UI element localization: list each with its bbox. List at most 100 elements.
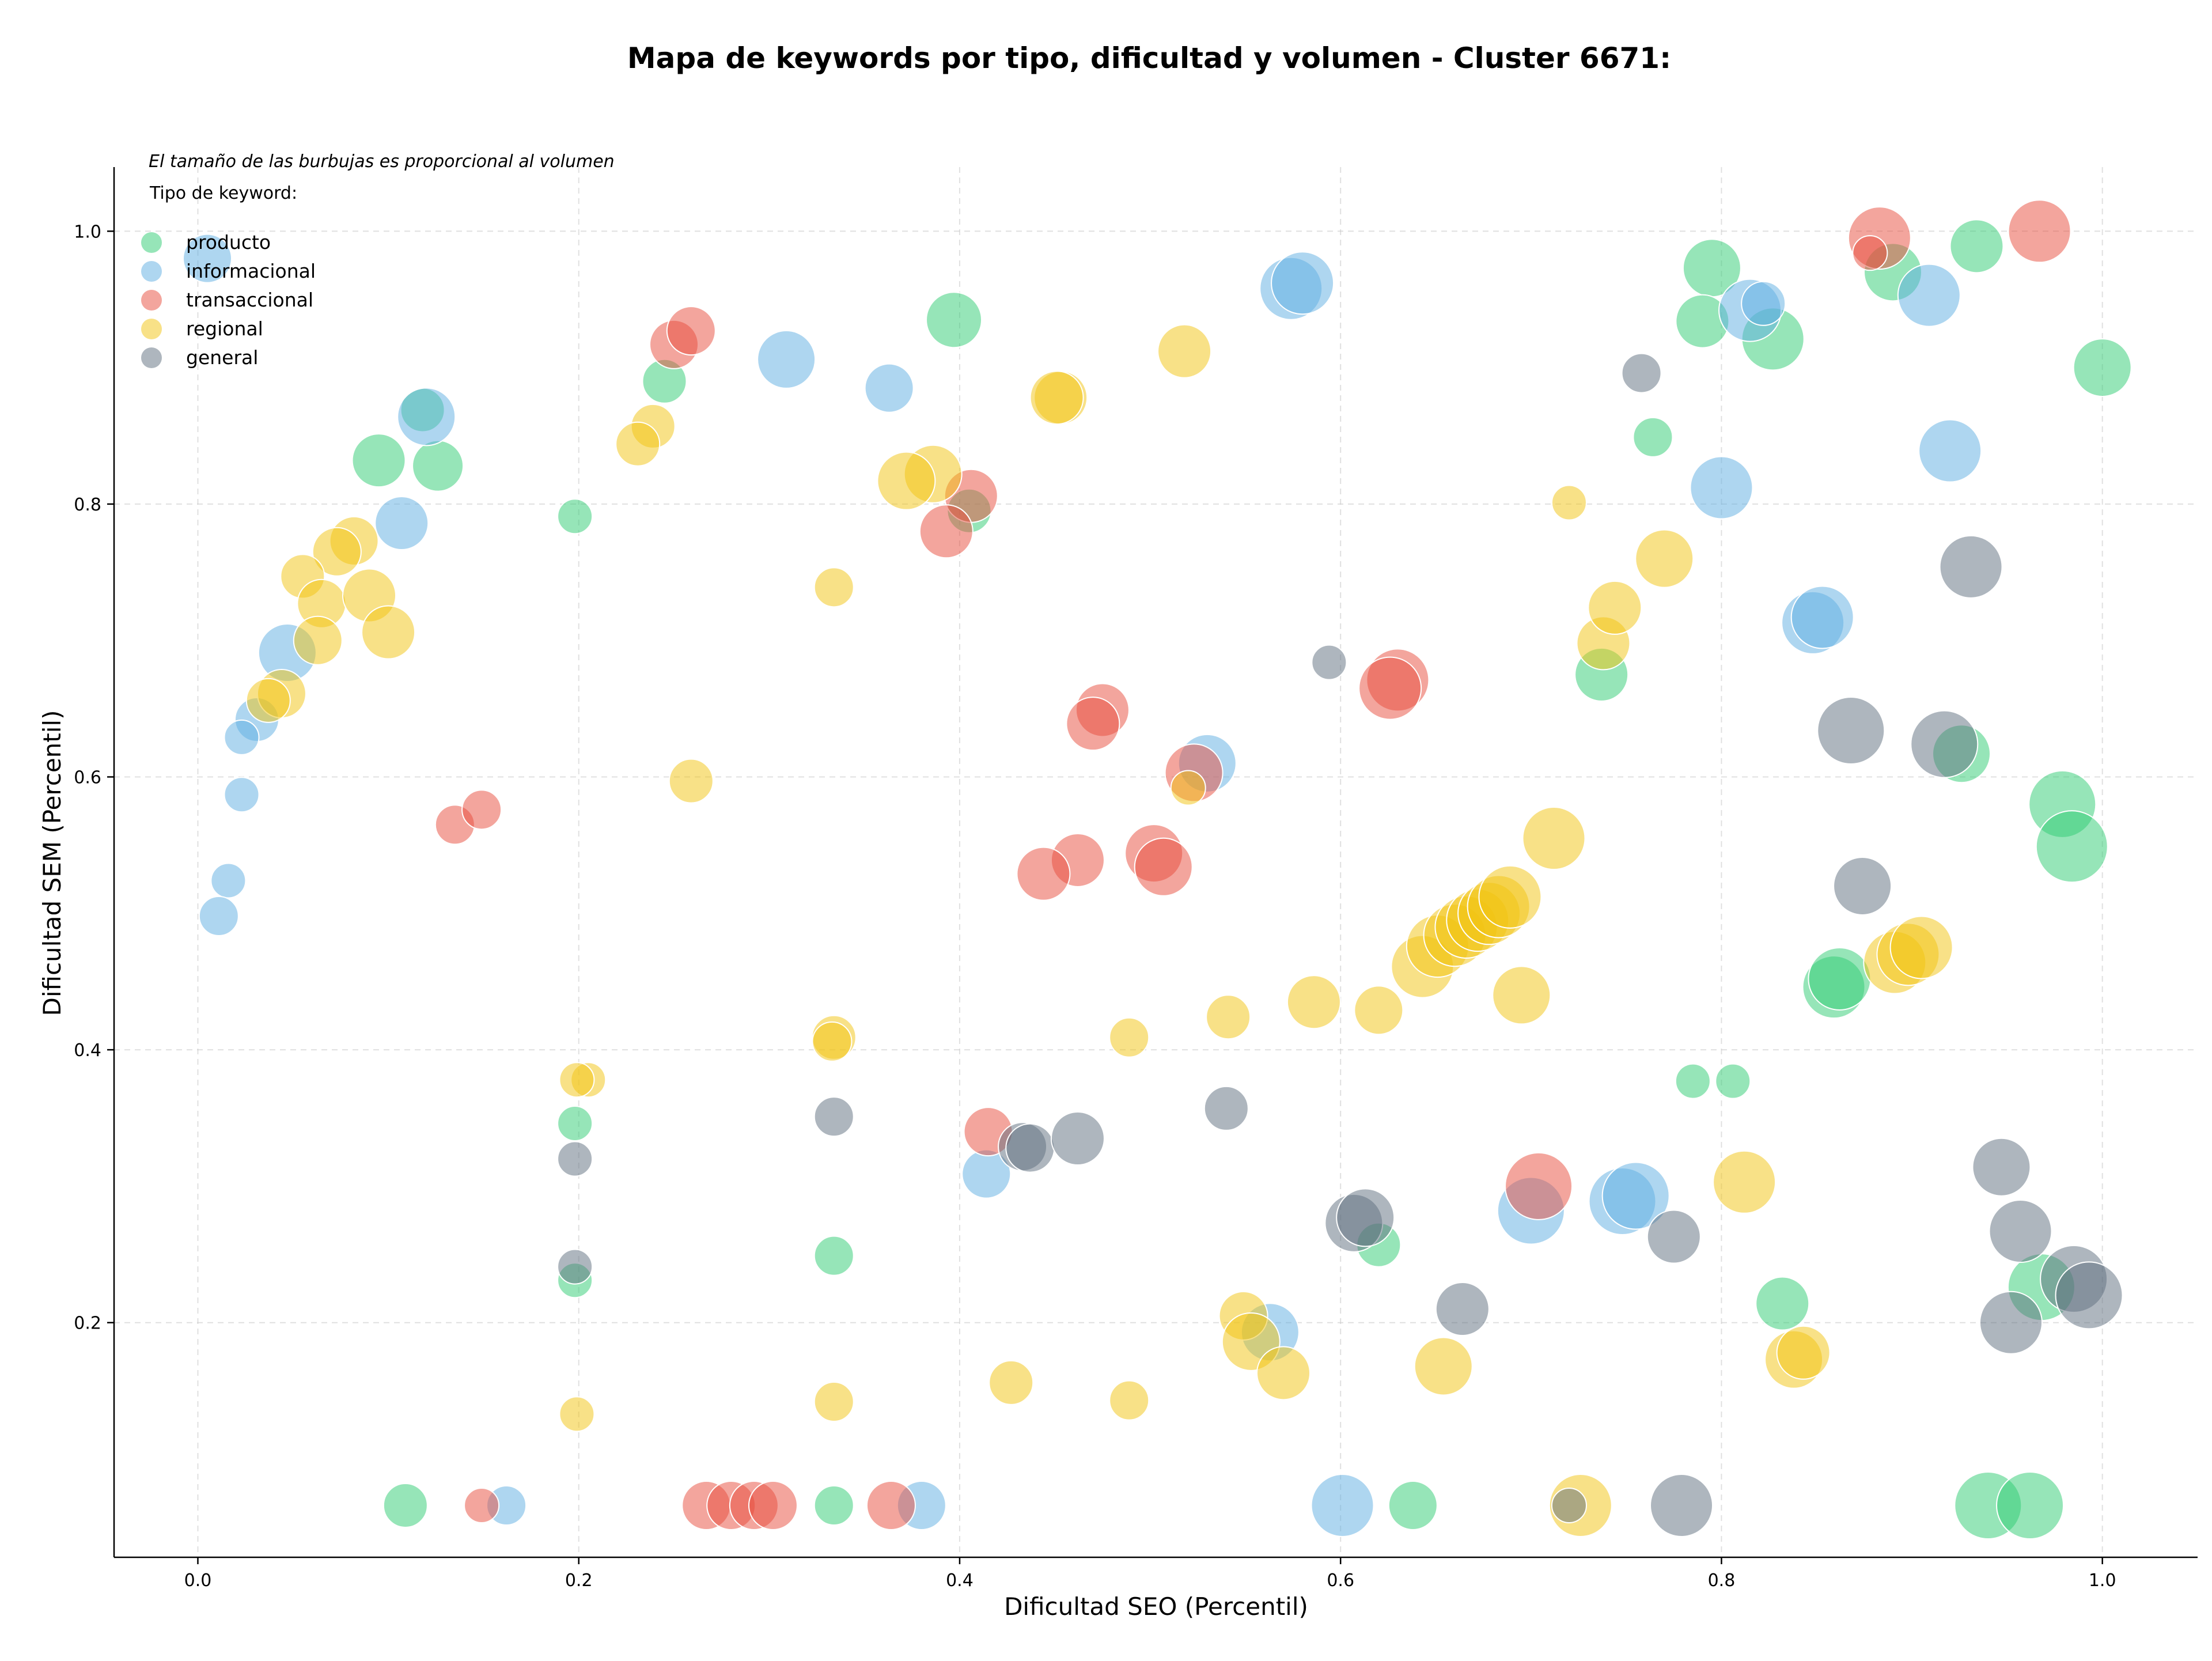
bubble-regional [1889, 915, 1953, 979]
bubble-producto [557, 1105, 593, 1141]
bubble-regional [293, 615, 343, 665]
bubble-general [557, 1141, 593, 1177]
bubble-general [1910, 710, 1979, 778]
bubble-regional [812, 1021, 853, 1062]
x-tick-label: 0.0 [184, 1571, 212, 1591]
axis-ticks: 0.0 0.2 0.4 0.6 0.8 1.0 0.2 0.4 0.6 0.8 1.0 [74, 222, 2116, 1591]
legend-title: Tipo de keyword: [149, 183, 297, 203]
bubble-regional [1588, 580, 1642, 635]
legend-label-general: general [186, 346, 258, 369]
bubble-general [1336, 1188, 1395, 1247]
bubble-transaccional [1505, 1152, 1573, 1220]
bubble-general [1203, 1085, 1249, 1131]
bubble-producto [1675, 1063, 1711, 1099]
bubble-transaccional [1016, 846, 1071, 901]
bubble-informacional [864, 363, 914, 413]
bubble-general [2055, 1261, 2123, 1330]
bubble-transaccional [1066, 697, 1120, 751]
x-tick-label: 1.0 [2089, 1571, 2116, 1591]
y-axis-label: Dificultad SEM (Percentil) [38, 710, 66, 1016]
bubble-producto [1996, 1471, 2065, 1540]
bubble-producto [813, 1235, 854, 1276]
bubble-general [1833, 856, 1892, 915]
bubble-informacional [224, 777, 260, 813]
bubble-general [1939, 535, 2003, 599]
bubble-producto [1755, 1276, 1810, 1331]
bubble-general [1551, 1488, 1587, 1524]
bubble-producto [1949, 219, 2004, 274]
bubble-regional [1713, 1150, 1777, 1214]
bubble-transaccional [464, 1488, 500, 1524]
y-tick-label: 0.8 [74, 495, 101, 515]
y-tick-label: 0.2 [74, 1314, 101, 1334]
bubble-producto [557, 498, 593, 535]
x-tick-label: 0.2 [565, 1571, 593, 1591]
bubble-producto [926, 292, 983, 349]
bubble-transaccional [919, 504, 974, 559]
bubble-general [1621, 353, 1662, 394]
bubble-transaccional [1358, 656, 1422, 720]
bubble-regional [988, 1360, 1034, 1405]
bubble-general [557, 1248, 593, 1285]
bubble-general [1005, 1123, 1055, 1173]
bubble-size-note: El tamaño de las burbujas es proporciona… [149, 152, 615, 172]
y-tick-label: 0.6 [74, 767, 101, 788]
bubble-producto [1388, 1481, 1438, 1531]
bubble-general [813, 1096, 854, 1137]
legend-marker-transaccional [141, 290, 162, 311]
bubble-regional [1109, 1380, 1150, 1421]
bubbles [183, 199, 2132, 1540]
bubble-producto [1715, 1063, 1751, 1099]
bubble-regional [877, 451, 936, 510]
legend-marker-producto [141, 232, 162, 253]
bubble-informacional [1601, 1161, 1670, 1230]
bubble-informacional [757, 330, 816, 389]
bubble-regional [559, 1062, 595, 1098]
bubble-transaccional [461, 789, 502, 830]
bubble-regional [1492, 966, 1551, 1025]
bubble-informacional [210, 862, 247, 899]
bubble-informacional [1310, 1474, 1374, 1538]
bubble-informacional [1918, 419, 1982, 483]
bubble-regional [668, 758, 714, 804]
bubble-regional [813, 567, 854, 608]
x-axis-label: Dificultad SEO (Percentil) [1004, 1592, 1308, 1621]
x-tick-label: 0.4 [946, 1571, 974, 1591]
bubble-regional [813, 1382, 854, 1422]
bubble-producto [1633, 417, 1673, 457]
bubble-general [1979, 1291, 2043, 1354]
bubble-informacional [183, 233, 233, 283]
bubble-regional [1776, 1325, 1831, 1380]
y-tick-label: 0.4 [74, 1041, 101, 1061]
legend-label-producto: producto [186, 231, 271, 253]
bubble-general [1311, 644, 1347, 680]
y-tick-label: 1.0 [74, 222, 101, 242]
bubble-regional [1109, 1017, 1150, 1058]
bubble-regional [1286, 975, 1341, 1030]
bubble-informacional [374, 496, 429, 551]
bubble-regional [1414, 1337, 1473, 1396]
bubble-informacional [397, 387, 456, 447]
chart-title: Mapa de keywords por tipo, dificultad y … [627, 41, 1671, 75]
x-tick-label: 0.8 [1708, 1571, 1736, 1591]
bubble-transaccional [1852, 235, 1888, 271]
bubble-regional [1206, 994, 1251, 1040]
bubble-producto [813, 1485, 854, 1526]
bubble-transaccional [748, 1481, 798, 1531]
bubble-producto [2035, 810, 2108, 883]
bubble-producto [2073, 338, 2132, 398]
grid [114, 167, 2198, 1557]
bubble-producto [1808, 947, 1872, 1011]
bubble-producto [382, 1483, 428, 1528]
legend-items: producto informacional transaccional region… [141, 231, 316, 369]
legend-marker-informacional [141, 261, 162, 282]
bubble-general [1972, 1137, 2031, 1197]
bubble-regional [1522, 807, 1586, 871]
bubble-transaccional [666, 306, 716, 356]
bubble-general [1646, 1209, 1701, 1264]
bubble-regional [1029, 370, 1084, 425]
bubble-general [1988, 1200, 2052, 1263]
bubble-producto [351, 433, 406, 488]
bubble-informacional [198, 896, 239, 937]
